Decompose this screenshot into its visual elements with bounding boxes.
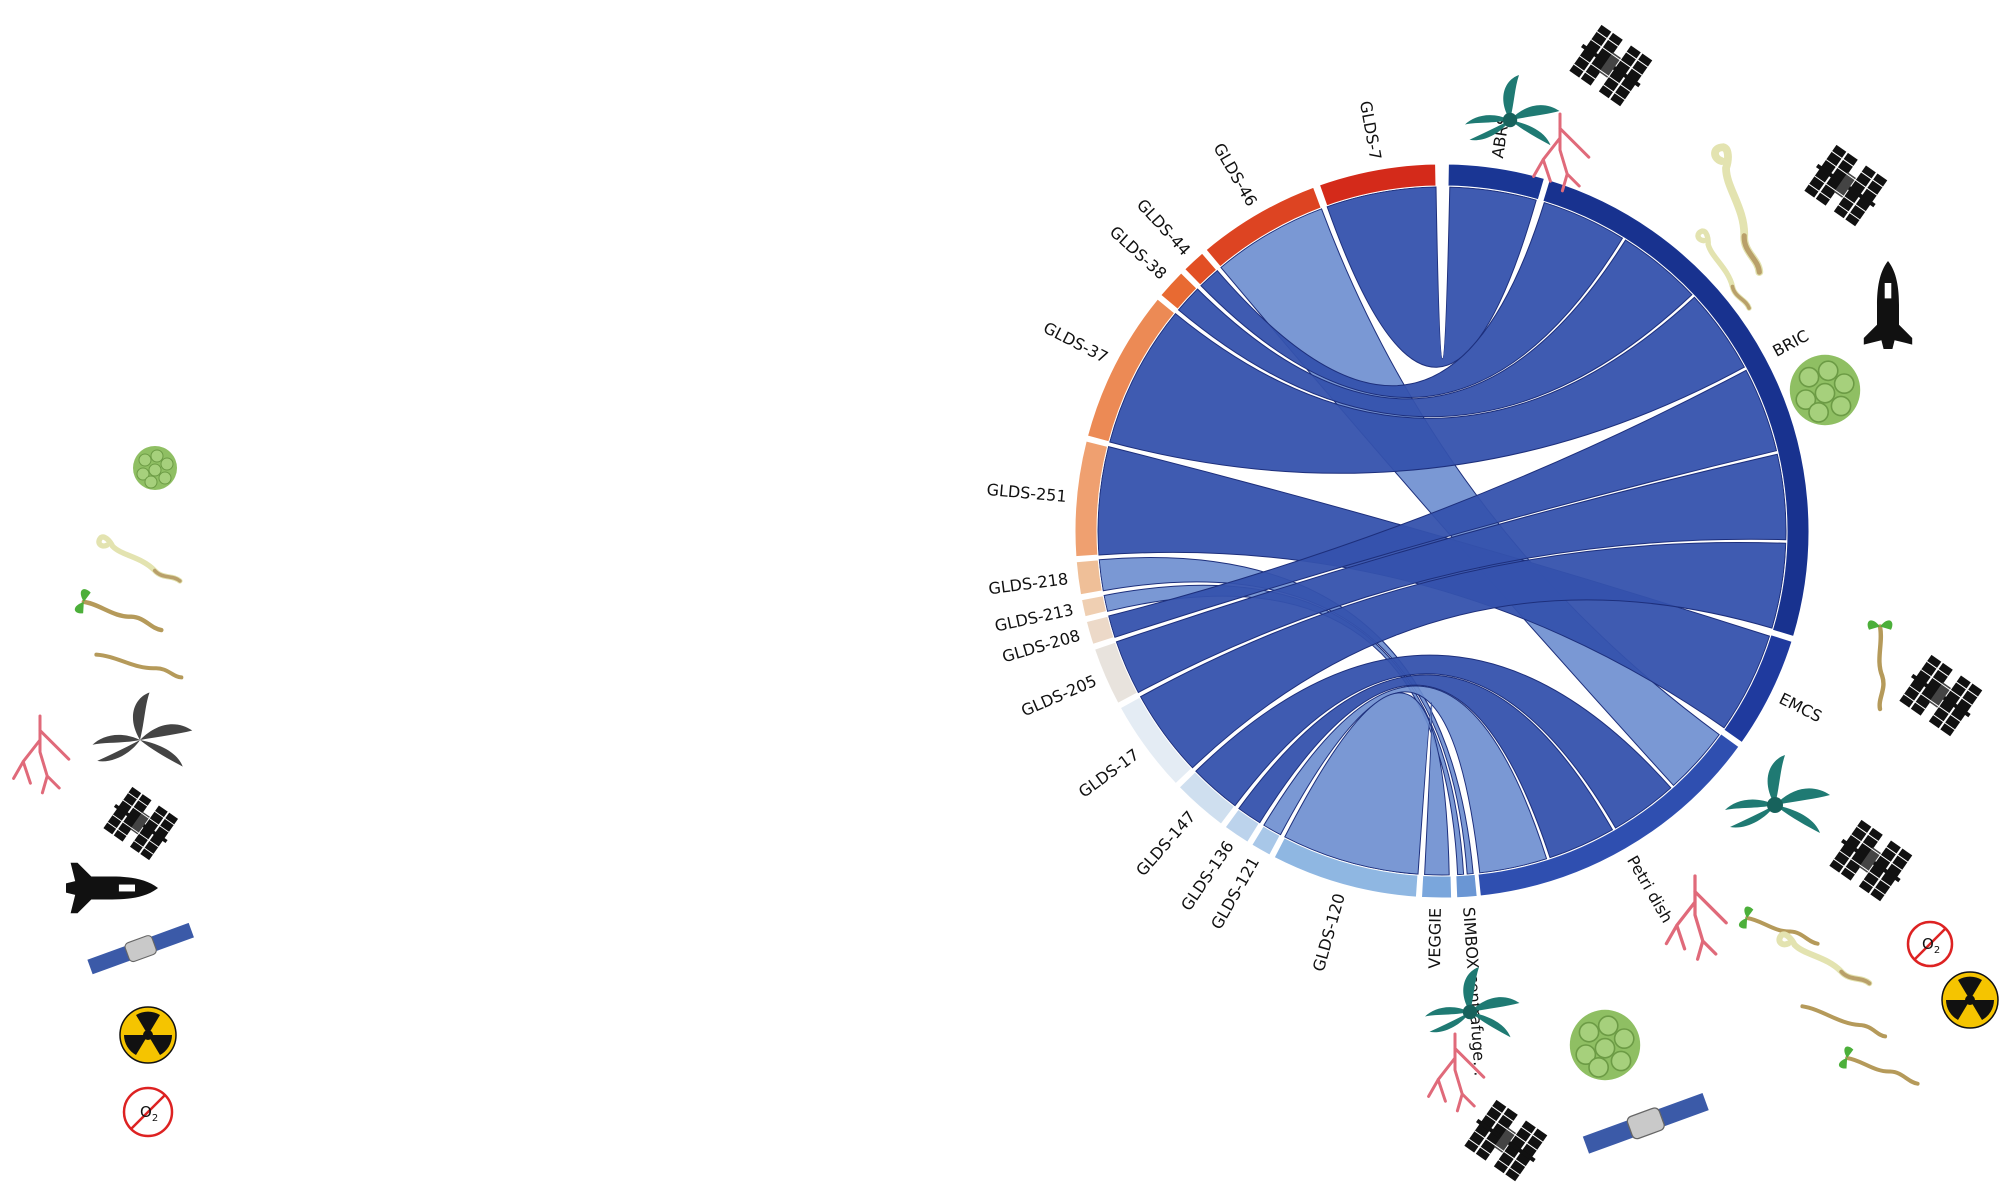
segment-label: GLDS-46 — [1210, 140, 1262, 210]
chord-ribbon — [1139, 541, 1787, 769]
root-system-icon — [1664, 874, 1728, 961]
segment-label: GLDS-205 — [1018, 671, 1099, 720]
space-station-icon — [1460, 1097, 1552, 1185]
segment-label: BRIC — [1769, 326, 1811, 361]
arc-veggie — [1420, 874, 1453, 899]
arc-glds-44 — [1184, 252, 1218, 286]
space-station-icon — [100, 784, 182, 863]
no-oxygen-icon: O2 — [122, 1086, 174, 1138]
seedling-icon — [74, 588, 166, 642]
arc-simbox-centrafuge- — [1455, 873, 1478, 899]
arc-emcs — [1723, 634, 1793, 744]
hardware-icons: O2 — [1425, 22, 1999, 1185]
space-shuttle-icon — [66, 862, 158, 914]
segment-label: GLDS-147 — [1132, 807, 1199, 880]
arc-glds-46 — [1205, 186, 1322, 268]
arc-glds-37 — [1086, 298, 1176, 443]
arc-glds-17 — [1119, 696, 1193, 785]
segment-label: Petri dish — [1623, 852, 1677, 926]
legend-icons: O2 — [12, 445, 195, 1138]
arc-petri-dish — [1477, 733, 1740, 897]
satellite-icon — [1582, 1092, 1710, 1155]
chord-ribbon — [1109, 296, 1746, 474]
chord-ribbon — [1200, 201, 1624, 398]
callus-icon — [1789, 353, 1861, 427]
root-system-icon — [12, 714, 71, 795]
rosette-plant-icon — [92, 692, 193, 767]
chord-ribbon — [1177, 239, 1693, 418]
chord-ribbon — [1284, 692, 1450, 876]
chord-ribbon — [1108, 369, 1778, 638]
chord-ribbon — [1195, 654, 1672, 829]
arc-bric — [1542, 179, 1810, 638]
rosette-plant-icon — [1725, 755, 1830, 833]
arc-glds-205 — [1093, 641, 1139, 704]
callus-icon — [1569, 1008, 1641, 1081]
callus-icon — [132, 445, 178, 491]
arc-glds-147 — [1178, 771, 1236, 825]
space-station-icon — [1895, 652, 1987, 740]
space-station-icon — [1565, 22, 1657, 110]
o2-subscript: 2 — [1934, 945, 1940, 956]
segment-label: GLDS-7 — [1356, 99, 1385, 161]
segment-label: GLDS-37 — [1040, 318, 1111, 367]
etiolated-seedling-icon — [1778, 933, 1870, 992]
chord-ribbons — [1097, 186, 1787, 876]
arc-glds-136 — [1224, 808, 1260, 843]
chord-ribbon — [1115, 453, 1787, 694]
satellite-icon — [86, 922, 195, 975]
chord-ribbon — [1238, 674, 1614, 859]
arc-glds-213 — [1080, 595, 1108, 618]
root-icon — [1800, 1004, 1888, 1039]
segment-label: GLDS-218 — [987, 569, 1069, 598]
segment-label: GLDS-17 — [1075, 745, 1143, 802]
seedling-icon — [1736, 903, 1824, 957]
arc-glds-121 — [1251, 825, 1281, 856]
chord-ribbon — [1326, 186, 1537, 368]
space-station-icon — [1825, 817, 1917, 905]
chord-arcs — [1074, 163, 1810, 899]
space-station-icon — [1800, 142, 1892, 230]
segment-label: GLDS-120 — [1309, 891, 1349, 973]
seedling-icon — [1836, 1043, 1924, 1097]
svg-text:O2: O2 — [140, 1103, 158, 1124]
o2-label: O — [140, 1103, 152, 1121]
arc-glds-38 — [1160, 272, 1198, 310]
arc-glds-120 — [1273, 837, 1419, 898]
arc-glds-7 — [1318, 163, 1437, 207]
segment-label: EMCS — [1776, 689, 1825, 726]
arc-glds-251 — [1074, 440, 1109, 558]
svg-text:O2: O2 — [1922, 935, 1940, 956]
segment-label: VEGGIE — [1425, 908, 1445, 969]
rosette-plant-icon — [1465, 75, 1560, 146]
o2-label: O — [1922, 935, 1934, 953]
space-shuttle-icon — [1863, 261, 1913, 349]
radiation-icon — [1941, 971, 1999, 1029]
arc-glds-218 — [1075, 559, 1103, 596]
o2-subscript: 2 — [152, 1113, 158, 1124]
seedling-icon — [1868, 620, 1893, 709]
segment-label: GLDS-251 — [986, 480, 1067, 506]
arc-glds-208 — [1085, 615, 1115, 646]
arc-abrs — [1447, 163, 1546, 201]
etiolated-seedling-icon — [1714, 146, 1760, 275]
root-icon — [94, 652, 184, 680]
radiation-icon — [119, 1006, 177, 1064]
etiolated-seedling-icon — [97, 536, 180, 589]
no-oxygen-icon: O2 — [1906, 920, 1954, 968]
